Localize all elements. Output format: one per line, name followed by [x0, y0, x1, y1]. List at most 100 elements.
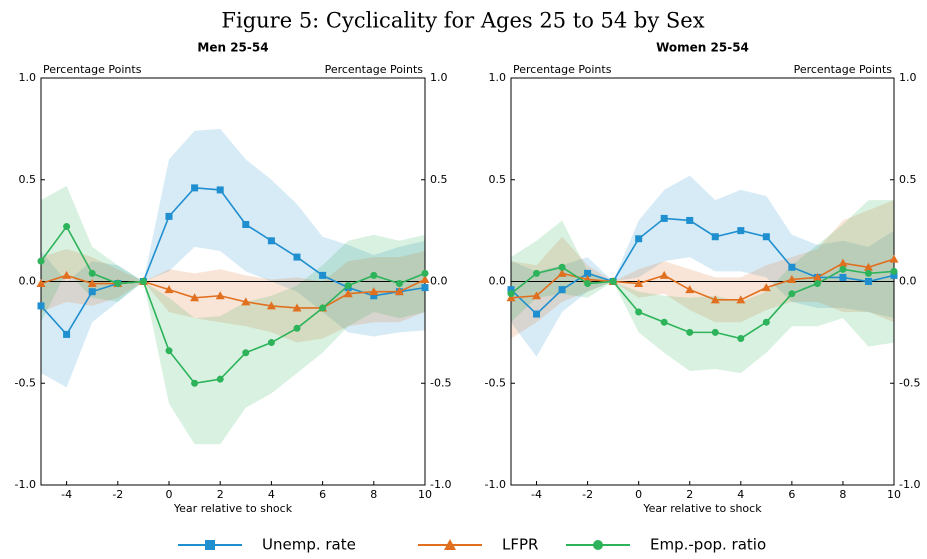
panel-title: Men 25-54 — [197, 41, 268, 55]
marker — [710, 295, 720, 304]
legend-marker — [205, 540, 215, 550]
x-axis-label: Year relative to shock — [173, 502, 293, 515]
confidence-band — [41, 185, 425, 445]
marker — [344, 282, 352, 290]
y-tick-label: -1.0 — [15, 478, 36, 491]
marker — [164, 285, 174, 294]
legend-marker — [593, 540, 603, 550]
y-tick-label: -1.0 — [485, 478, 506, 491]
marker — [533, 269, 541, 277]
marker — [533, 310, 541, 318]
y-tick-label: 1.0 — [19, 71, 37, 84]
legend-label: Unemp. rate — [262, 536, 356, 554]
confidence-band — [511, 175, 894, 357]
x-tick-label: 0 — [635, 488, 642, 501]
confidence-band — [41, 128, 425, 388]
marker — [557, 268, 567, 277]
marker — [686, 216, 694, 224]
marker — [788, 290, 796, 298]
marker — [506, 293, 516, 302]
marker — [88, 288, 96, 296]
marker — [584, 269, 592, 277]
marker — [267, 237, 275, 245]
marker — [267, 339, 275, 347]
marker — [813, 280, 821, 288]
marker — [190, 293, 200, 302]
marker — [660, 214, 668, 222]
marker — [421, 284, 429, 292]
series-line — [510, 258, 895, 301]
marker — [266, 301, 276, 310]
marker — [165, 212, 173, 220]
y2-tick-label: 0.0 — [430, 275, 448, 288]
x-tick-label: -2 — [582, 488, 593, 501]
x-tick-label: 8 — [370, 488, 377, 501]
marker — [558, 286, 566, 294]
marker — [87, 279, 97, 288]
marker — [839, 273, 847, 281]
marker — [36, 279, 46, 288]
marker — [63, 330, 71, 338]
marker — [507, 290, 515, 298]
marker — [293, 253, 301, 261]
series-line — [40, 187, 426, 336]
y2-tick-label: -0.5 — [899, 376, 920, 389]
marker — [890, 271, 898, 279]
marker — [191, 184, 199, 192]
marker — [838, 258, 848, 267]
marker — [292, 303, 302, 312]
x-tick-label: 10 — [887, 488, 901, 501]
x-tick-label: 2 — [686, 488, 693, 501]
marker — [864, 269, 872, 277]
y2-axis-label: Percentage Points — [794, 63, 893, 76]
marker — [660, 318, 668, 326]
marker — [114, 280, 122, 288]
x-tick-label: 4 — [268, 488, 275, 501]
marker — [165, 347, 173, 355]
y2-axis-label: Percentage Points — [325, 63, 424, 76]
x-tick-label: 4 — [737, 488, 744, 501]
x-tick-label: 10 — [418, 488, 432, 501]
legend-marker — [444, 539, 456, 550]
legend-label: LFPR — [502, 536, 538, 554]
marker — [659, 270, 669, 279]
x-tick-label: 8 — [839, 488, 846, 501]
x-tick-label: 6 — [319, 488, 326, 501]
y2-tick-label: -1.0 — [899, 478, 920, 491]
marker — [737, 227, 745, 235]
marker — [864, 278, 872, 285]
marker — [890, 267, 898, 275]
marker — [686, 328, 694, 336]
x-tick-label: -4 — [61, 488, 72, 501]
confidence-band — [41, 248, 425, 343]
legend-label: Emp.-pop. ratio — [650, 536, 766, 554]
marker — [63, 223, 71, 231]
confidence-band — [511, 200, 894, 339]
x-tick-label: 2 — [217, 488, 224, 501]
marker — [191, 379, 199, 387]
figure-title: Figure 5: Cyclicality for Ages 25 to 54 … — [221, 9, 704, 33]
marker — [395, 280, 403, 288]
marker — [370, 271, 378, 279]
marker — [711, 233, 719, 241]
marker — [216, 375, 224, 383]
y2-tick-label: -1.0 — [430, 478, 451, 491]
y-axis-label: Percentage Points — [43, 63, 142, 76]
marker — [889, 254, 899, 263]
marker — [737, 334, 745, 342]
marker — [711, 328, 719, 336]
marker — [216, 186, 224, 194]
series-line — [40, 274, 426, 309]
marker — [532, 291, 542, 300]
marker — [369, 287, 379, 296]
marker — [319, 271, 327, 279]
marker — [635, 308, 643, 316]
x-tick-label: -4 — [531, 488, 542, 501]
marker — [88, 269, 96, 277]
marker — [293, 324, 301, 332]
marker — [139, 278, 147, 285]
marker — [609, 278, 617, 285]
marker — [343, 289, 353, 298]
series-line — [510, 217, 895, 316]
